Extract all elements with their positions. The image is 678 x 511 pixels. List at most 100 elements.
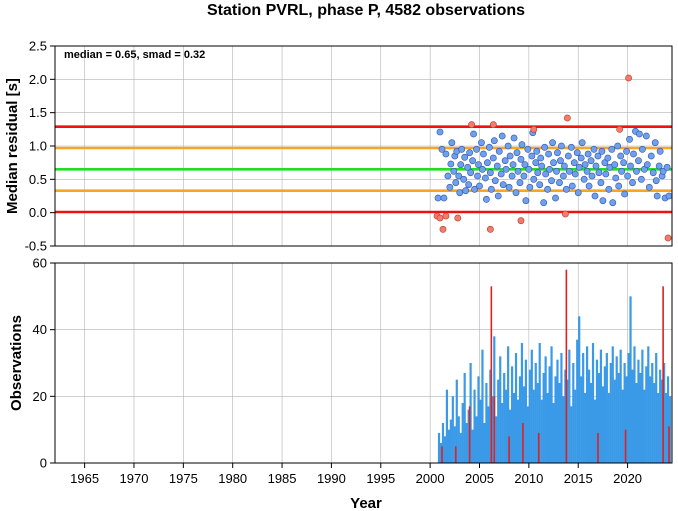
observation-bar: [609, 363, 612, 463]
observation-bar: [465, 423, 468, 463]
residual-point: [485, 143, 493, 151]
observation-bar: [524, 359, 527, 463]
x-tick-label: 2000: [416, 471, 445, 486]
observation-bar: [643, 389, 646, 463]
y-tick-label: 2.0: [29, 72, 47, 87]
outlier-observation-bar: [455, 446, 457, 463]
observation-bar: [572, 363, 575, 463]
residual-y-axis-label: Median residual [s]: [4, 78, 21, 214]
observation-bar: [655, 353, 658, 463]
outlier-observation-bar: [522, 423, 524, 463]
residual-point: [514, 167, 522, 175]
outlier-observation-bar: [493, 396, 496, 463]
residual-point: [526, 183, 534, 191]
x-tick-label: 1990: [317, 471, 346, 486]
residual-point: [474, 172, 481, 180]
outlier-point: [616, 125, 624, 133]
observation-bar: [449, 419, 452, 463]
residual-point: [578, 139, 586, 147]
residual-point: [558, 142, 565, 150]
residual-point: [521, 161, 529, 169]
residual-point: [538, 162, 546, 170]
residual-point: [487, 185, 495, 193]
x-tick-label: 1985: [268, 471, 297, 486]
observation-bar: [481, 349, 484, 463]
residual-point: [635, 157, 642, 165]
observation-bar: [595, 359, 599, 463]
observation-bar: [613, 379, 616, 463]
outlier-point: [664, 234, 672, 242]
residual-point: [652, 177, 660, 185]
observation-bar: [631, 369, 634, 463]
residual-point: [528, 152, 536, 160]
residual-point: [447, 160, 455, 168]
residual-point: [614, 142, 622, 150]
residual-point: [434, 194, 442, 202]
observation-bar: [562, 396, 565, 463]
observation-bar: [564, 369, 567, 463]
observation-bar: [471, 429, 474, 463]
residual-point: [618, 167, 626, 175]
x-tick-label: 1975: [169, 471, 198, 486]
outlier-point: [468, 121, 475, 129]
residual-point: [583, 167, 591, 175]
observation-bar: [479, 399, 482, 463]
residual-point: [557, 157, 564, 165]
outlier-observation-bar: [468, 406, 471, 463]
observation-bar: [528, 369, 531, 463]
residual-point: [623, 147, 630, 155]
observation-bar: [635, 383, 638, 463]
y-tick-label: -0.5: [25, 239, 47, 254]
observation-bar: [512, 393, 516, 463]
x-tick-label: 2015: [564, 471, 593, 486]
residual-point: [587, 157, 595, 165]
residual-point: [533, 147, 541, 155]
observation-bar: [570, 406, 573, 463]
residual-point: [501, 157, 509, 165]
observation-bar: [503, 373, 506, 463]
observation-bar: [633, 346, 636, 463]
residual-point: [456, 189, 464, 197]
observation-bar: [589, 383, 593, 463]
observation-bar: [483, 423, 486, 463]
observation-bar: [510, 366, 514, 463]
outlier-point: [439, 225, 447, 233]
observations-plot-frame: [54, 262, 673, 464]
observations-panel: 0 20 40 60 1965 1970 1975 1980 1985 1990 1995 2000…: [8, 256, 673, 511]
residual-point: [442, 150, 450, 158]
observation-bar: [459, 433, 462, 463]
outlier-observation-bar: [537, 433, 540, 463]
residual-point: [512, 189, 520, 197]
residual-point: [588, 172, 596, 180]
y-tick-label: 60: [33, 256, 47, 271]
residual-point: [491, 177, 499, 185]
residual-y-ticks: -0.5 0.0 0.5 1.0 1.5 2.0 2.5: [25, 39, 55, 254]
observation-bar: [627, 353, 630, 463]
observation-bar: [599, 349, 603, 463]
residual-point: [605, 185, 613, 193]
residual-point: [494, 192, 502, 200]
residual-point: [450, 167, 458, 175]
observation-bar: [508, 409, 512, 463]
observation-bar: [467, 409, 470, 463]
residual-point: [498, 132, 506, 140]
residual-point: [598, 147, 606, 155]
residual-point: [608, 145, 616, 153]
observation-bar: [578, 316, 581, 463]
observation-bar: [593, 399, 597, 463]
outlier-point: [489, 121, 497, 129]
observation-bar: [520, 343, 524, 463]
observation-bar: [629, 296, 632, 463]
observation-bar: [568, 349, 571, 463]
residual-point: [617, 152, 625, 160]
residual-panel: -0.5 0.0 0.5 1.0 1.5 2.0 2.5 median = 0.65, sm…: [4, 39, 673, 254]
outlier-observation-bar: [624, 429, 627, 463]
x-axis-label: Year: [350, 495, 382, 511]
residual-point: [495, 147, 503, 155]
residual-point: [525, 165, 533, 173]
residual-point: [452, 179, 460, 187]
observation-bar: [566, 379, 569, 463]
outlier-observation-bar: [662, 286, 664, 463]
residual-point: [592, 162, 600, 170]
residual-point: [483, 195, 490, 203]
